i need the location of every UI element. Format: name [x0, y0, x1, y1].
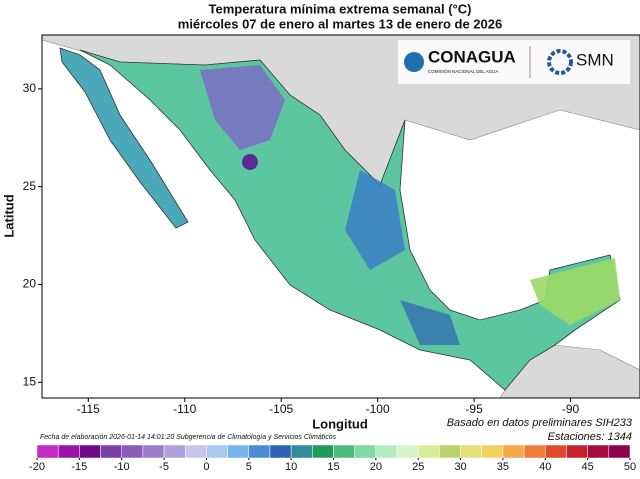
colorbar-segment — [227, 444, 250, 459]
smn-logo: SMN — [576, 50, 614, 69]
colorbar-segment — [290, 444, 313, 459]
colorbar-segment — [481, 444, 504, 459]
colorbar-segment — [502, 444, 525, 459]
x-tick-label: -95 — [465, 402, 483, 416]
footer-date: Fecha de elaboración 2026-01-14 14:01:20… — [40, 434, 337, 441]
cold-core — [242, 154, 258, 170]
x-tick-label: -90 — [562, 402, 580, 416]
colorbar-segment — [439, 444, 461, 459]
x-tick-label: -100 — [366, 402, 390, 416]
colorbar-segment — [608, 444, 631, 459]
colorbar-segment — [587, 444, 610, 459]
colorbar-label: 35 — [497, 461, 509, 473]
colorbar-label: -15 — [71, 461, 87, 473]
y-tick-label: 15 — [23, 375, 37, 389]
colorbar-label: 25 — [412, 461, 424, 473]
colorbar-label: -10 — [114, 461, 130, 473]
colorbar-segment — [417, 444, 440, 459]
colorbar-segment — [523, 444, 546, 459]
x-tick-label: -105 — [269, 402, 293, 416]
colorbar-segment — [36, 444, 59, 459]
conagua-icon — [404, 52, 424, 72]
colorbar-label: 10 — [285, 461, 297, 473]
conagua-sub: COMISIÓN NACIONAL DEL AGUA — [428, 68, 498, 74]
colorbar-segment — [375, 444, 398, 459]
colorbar-segment — [460, 444, 483, 459]
y-tick-label: 25 — [23, 179, 37, 193]
colorbar-label: 50 — [624, 461, 636, 473]
cold-region — [400, 300, 460, 345]
x-tick-label: -115 — [77, 402, 100, 416]
colorbar-segment — [142, 444, 165, 459]
baja-california — [59, 47, 189, 229]
colorbar-segment — [100, 444, 122, 459]
colorbar-segment — [185, 444, 207, 459]
colorbar-segment — [396, 444, 419, 459]
colorbar-label: 45 — [582, 461, 594, 473]
footer-source: Basado en datos preliminares SIH233 — [447, 417, 633, 429]
cold-region — [345, 170, 405, 270]
colorbar-label: 30 — [454, 461, 466, 473]
colorbar-label: -20 — [29, 461, 45, 473]
colorbar-segment — [163, 444, 186, 459]
warm-region — [530, 258, 620, 325]
smn-icon — [547, 49, 573, 75]
colorbar-segment — [354, 444, 377, 459]
colorbar-segment — [269, 444, 292, 459]
logo-box — [398, 40, 630, 84]
y-tick-label: 30 — [23, 81, 37, 95]
map-frame — [41, 34, 640, 399]
conagua-logo: CONAGUA — [428, 47, 516, 66]
colorbar-segment — [57, 444, 80, 459]
y-tick-label: 20 — [23, 277, 37, 291]
colorbar-segment — [121, 444, 144, 459]
title: Temperatura mínima extrema semanal (°C) — [209, 1, 472, 16]
colorbar-label: 0 — [203, 461, 209, 473]
logos: CONAGUA COMISIÓN NACIONAL DEL AGUA SMN — [398, 40, 630, 84]
map — [41, 34, 640, 399]
colorbar-segment — [333, 444, 355, 459]
colorbar-segment — [566, 444, 588, 459]
colorbar-label: 5 — [246, 461, 252, 473]
subtitle: miércoles 07 de enero al martes 13 de en… — [178, 16, 502, 31]
colorbar-segment — [248, 444, 271, 459]
colorbar-segment — [312, 444, 334, 459]
colorbar-segment — [79, 444, 101, 459]
x-axis-label: Longitud — [312, 416, 368, 431]
colorbar-label: 15 — [327, 461, 339, 473]
footer-stations: Estaciones: 1344 — [548, 431, 632, 443]
colorbar-label: -5 — [159, 461, 169, 473]
y-axis-label: Latitud — [1, 194, 16, 237]
x-tick-label: -110 — [173, 402, 196, 416]
cold-region — [200, 65, 285, 150]
colorbar-label: 20 — [370, 461, 382, 473]
colorbar-segment — [206, 444, 228, 459]
colorbar-label: 40 — [539, 461, 551, 473]
colorbar-segment — [545, 444, 567, 459]
